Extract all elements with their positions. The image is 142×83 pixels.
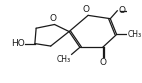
Text: CH₃: CH₃ — [128, 30, 142, 39]
Text: O: O — [50, 14, 57, 23]
Text: O: O — [100, 58, 107, 67]
Text: CH₃: CH₃ — [57, 55, 71, 64]
Text: O: O — [83, 5, 90, 14]
Text: O: O — [118, 6, 125, 15]
Text: HO: HO — [11, 39, 25, 48]
